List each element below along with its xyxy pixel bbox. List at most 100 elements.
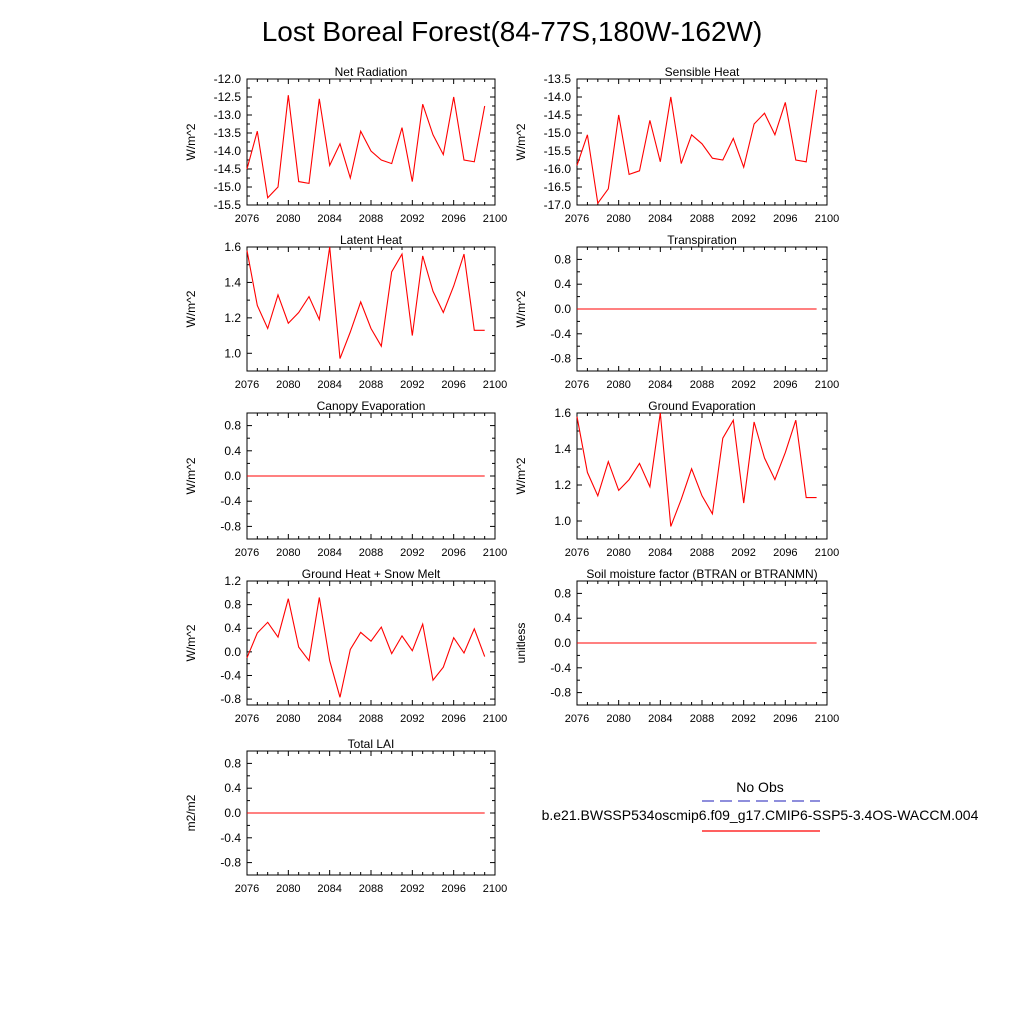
panel-title: Soil moisture factor (BTRAN or BTRANMN) [586,567,817,581]
panel-title: Ground Evaporation [648,399,755,413]
x-tick-label: 2080 [276,213,300,225]
x-tick-label: 2080 [276,713,300,725]
y-tick-label: -0.8 [220,519,241,533]
x-tick-label: 2084 [317,379,341,391]
y-tick-label: -12.5 [214,90,242,104]
y-axis-label: W/m^2 [184,123,198,160]
y-tick-label: 1.0 [224,346,241,360]
y-axis-label: W/m^2 [514,290,528,327]
y-axis-label: W/m^2 [514,457,528,494]
x-tick-label: 2088 [359,379,383,391]
series-line [246,597,486,698]
x-tick-label: 2100 [815,213,839,225]
x-tick-label: 2096 [441,379,465,391]
x-tick-label: 2084 [648,713,672,725]
y-tick-label: -15.0 [544,126,572,140]
y-tick-label: 0.0 [224,806,241,820]
y-tick-label: -14.0 [544,90,572,104]
y-tick-label: -0.8 [550,686,571,700]
y-tick-label: -0.4 [550,661,571,675]
chart-panel: 2076 2080 2084 2088 2092 2096 2100 1.0 1.2 1.4 1.6… [184,233,507,391]
x-tick-label: 2100 [815,379,839,391]
x-tick-label: 2076 [565,713,589,725]
y-tick-label: 0.8 [554,586,571,600]
plot-frame [246,78,496,206]
panel-title: Latent Heat [340,233,403,247]
y-tick-label: 0.4 [224,444,241,458]
x-tick-label: 2080 [606,213,630,225]
y-tick-label: -14.5 [544,108,572,122]
x-tick-label: 2100 [483,713,507,725]
x-tick-label: 2088 [359,547,383,559]
y-tick-label: -0.4 [220,831,241,845]
panel-title: Sensible Heat [665,65,740,79]
x-tick-label: 2092 [400,379,424,391]
x-tick-label: 2088 [690,379,714,391]
x-tick-label: 2096 [773,379,797,391]
panels: 2076 2080 2084 2088 2092 2096 2100 -15.5 -15.0 -1… [184,65,839,895]
y-tick-label: 1.2 [224,311,241,325]
x-tick-label: 2080 [276,547,300,559]
y-tick-label: -13.0 [214,108,242,122]
y-tick-label: 1.6 [554,406,571,420]
y-tick-label: 1.0 [554,514,571,528]
plot-frame [576,412,828,540]
x-tick-label: 2096 [441,713,465,725]
x-tick-label: 2084 [317,713,341,725]
y-tick-label: -15.5 [544,144,572,158]
y-tick-label: 0.8 [224,756,241,770]
y-tick-label: 0.0 [224,469,241,483]
x-tick-label: 2076 [565,379,589,391]
y-tick-label: -0.8 [550,352,571,366]
y-tick-label: -0.4 [220,494,241,508]
chart-panel: 2076 2080 2084 2088 2092 2096 2100 -0.8 -0.4 0.0 0… [514,233,839,391]
x-tick-label: 2088 [359,713,383,725]
x-tick-label: 2096 [441,213,465,225]
x-tick-label: 2096 [773,547,797,559]
x-tick-label: 2096 [773,713,797,725]
y-axis-label: W/m^2 [514,123,528,160]
y-tick-label: 0.0 [224,645,241,659]
chart-panel: 2076 2080 2084 2088 2092 2096 2100 -0.8 -0.4 0.0 0… [184,737,507,895]
y-tick-label: 0.0 [554,302,571,316]
series-line [576,412,817,527]
x-tick-label: 2088 [359,213,383,225]
y-tick-label: -0.4 [220,668,241,682]
x-tick-label: 2100 [483,213,507,225]
x-tick-label: 2100 [815,713,839,725]
y-tick-label: 1.2 [224,574,241,588]
legend: No Obs b.e21.BWSSP534oscmip6.f09_g17.CMI… [542,779,979,832]
y-tick-label: -13.5 [544,72,572,86]
y-tick-label: 0.4 [554,277,571,291]
x-tick-label: 2084 [648,213,672,225]
x-tick-label: 2084 [317,883,341,895]
x-tick-label: 2092 [400,213,424,225]
x-tick-label: 2096 [773,213,797,225]
y-tick-label: -0.8 [220,692,241,706]
x-tick-label: 2080 [606,379,630,391]
y-tick-label: 0.0 [554,636,571,650]
y-tick-label: -17.0 [544,198,572,212]
legend-model-label: b.e21.BWSSP534oscmip6.f09_g17.CMIP6-SSP5… [542,807,979,823]
panel-title: Total LAI [348,737,395,751]
y-tick-label: -0.4 [550,327,571,341]
x-tick-label: 2092 [731,213,755,225]
series-line [576,89,818,205]
panel-title: Net Radiation [335,65,408,79]
x-tick-label: 2080 [606,713,630,725]
x-tick-label: 2092 [731,713,755,725]
y-tick-label: 0.8 [224,419,241,433]
plot-frame [246,246,496,372]
y-tick-label: 0.8 [554,252,571,266]
x-tick-label: 2088 [359,883,383,895]
x-tick-label: 2084 [648,547,672,559]
panel-title: Ground Heat + Snow Melt [302,567,441,581]
panel-title: Canopy Evaporation [317,399,426,413]
y-tick-label: 1.2 [554,478,571,492]
y-tick-label: -13.5 [214,126,242,140]
x-tick-label: 2092 [400,713,424,725]
y-axis-label: W/m^2 [184,624,198,661]
x-tick-label: 2076 [235,547,259,559]
y-tick-label: -15.5 [214,198,242,212]
